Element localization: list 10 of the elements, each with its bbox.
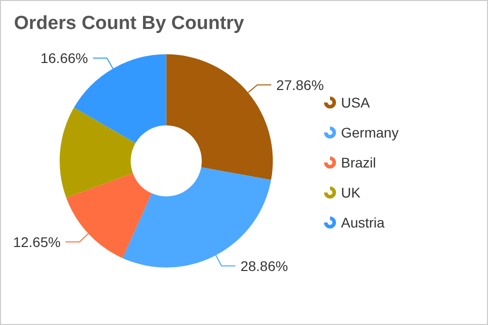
data-label: 12.65% — [13, 234, 61, 250]
data-label: 27.86% — [276, 76, 324, 93]
data-label: 16.66% — [40, 50, 88, 66]
legend-label: Brazil — [341, 154, 376, 170]
data-label: 28.86% — [240, 258, 288, 274]
legend-label: Germany — [341, 124, 399, 140]
legend-label: USA — [341, 94, 370, 110]
legend-label: UK — [341, 184, 362, 200]
chart-title: Orders Count By Country — [14, 13, 245, 34]
legend-label: Austria — [341, 214, 385, 230]
